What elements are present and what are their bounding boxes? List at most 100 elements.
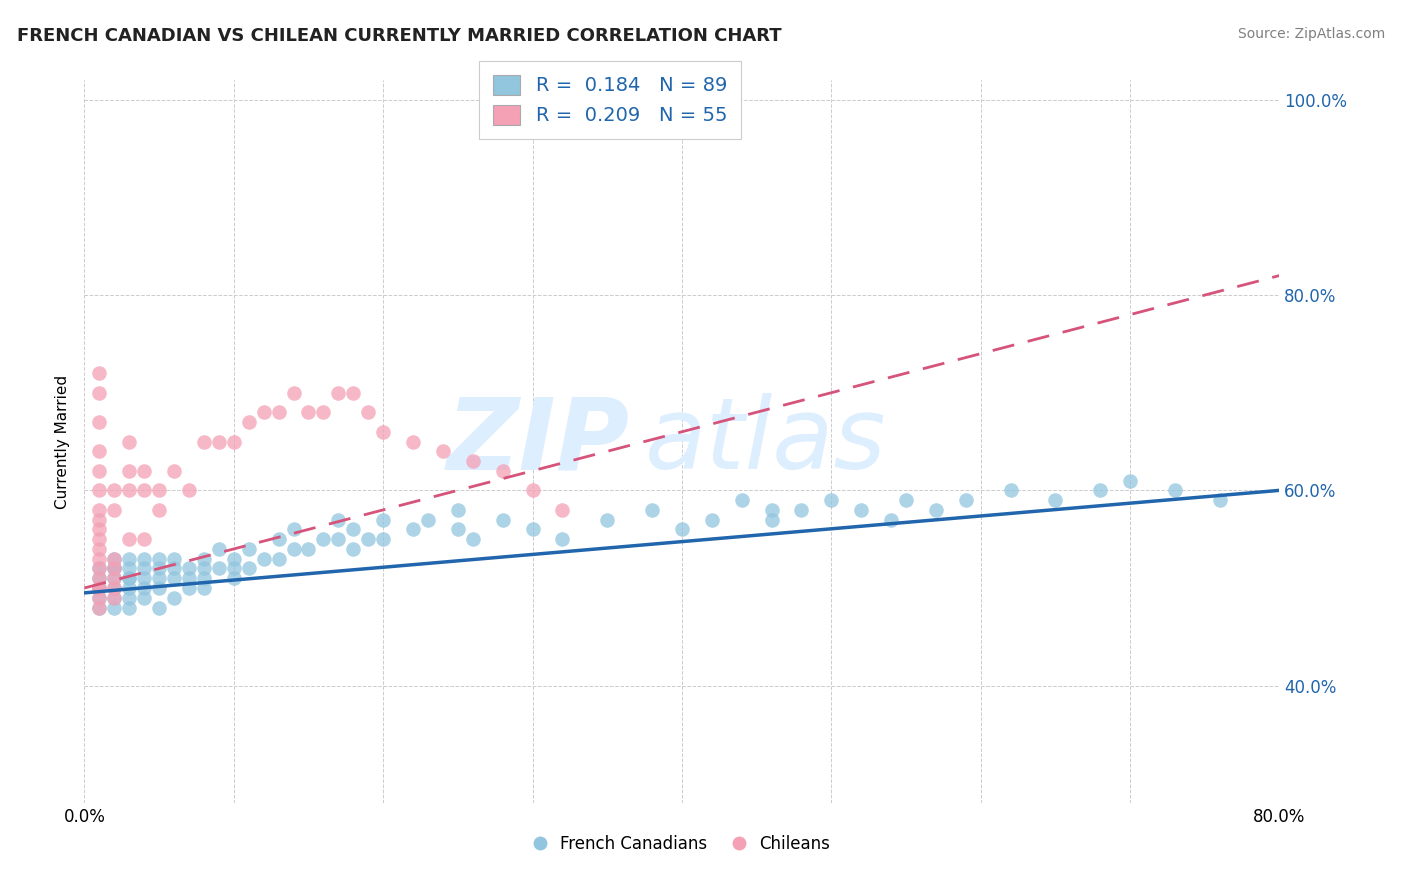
Point	[1045, 493, 1067, 508]
Point	[103, 561, 125, 575]
Point	[118, 434, 141, 449]
Point	[89, 444, 111, 458]
Point	[851, 503, 873, 517]
Legend: French Canadians, Chileans: French Canadians, Chileans	[527, 828, 837, 860]
Point	[222, 551, 245, 566]
Point	[894, 493, 917, 508]
Point	[297, 405, 319, 419]
Point	[163, 571, 186, 585]
Point	[1164, 483, 1187, 498]
Point	[118, 464, 141, 478]
Point	[432, 444, 454, 458]
Point	[118, 571, 141, 585]
Point	[118, 600, 141, 615]
Point	[193, 434, 215, 449]
Point	[238, 561, 260, 575]
Point	[89, 483, 111, 498]
Point	[148, 551, 170, 566]
Point	[89, 561, 111, 575]
Point	[148, 600, 170, 615]
Point	[222, 571, 245, 585]
Point	[1119, 474, 1142, 488]
Point	[1090, 483, 1112, 498]
Point	[118, 581, 141, 595]
Point	[89, 600, 111, 615]
Point	[163, 561, 186, 575]
Point	[132, 591, 156, 605]
Point	[193, 571, 215, 585]
Point	[297, 541, 319, 556]
Point	[373, 513, 395, 527]
Point	[163, 464, 186, 478]
Point	[103, 561, 125, 575]
Point	[596, 513, 619, 527]
Point	[193, 561, 215, 575]
Point	[492, 464, 515, 478]
Point	[522, 523, 544, 537]
Point	[132, 483, 156, 498]
Point	[89, 415, 111, 429]
Point	[103, 551, 125, 566]
Point	[163, 551, 186, 566]
Point	[89, 591, 111, 605]
Point	[103, 571, 125, 585]
Point	[177, 571, 200, 585]
Point	[447, 523, 470, 537]
Point	[103, 591, 125, 605]
Point	[177, 483, 200, 498]
Point	[177, 581, 200, 595]
Point	[416, 513, 439, 527]
Point	[208, 541, 231, 556]
Point	[148, 483, 170, 498]
Text: atlas: atlas	[645, 393, 886, 490]
Point	[89, 385, 111, 400]
Point	[177, 561, 200, 575]
Point	[89, 366, 111, 380]
Point	[103, 571, 125, 585]
Point	[925, 503, 948, 517]
Point	[267, 551, 290, 566]
Point	[89, 551, 111, 566]
Point	[208, 434, 231, 449]
Point	[89, 581, 111, 595]
Point	[89, 513, 111, 527]
Point	[103, 561, 125, 575]
Point	[103, 600, 125, 615]
Point	[103, 591, 125, 605]
Point	[357, 532, 380, 546]
Point	[328, 513, 350, 527]
Point	[761, 513, 783, 527]
Text: Source: ZipAtlas.com: Source: ZipAtlas.com	[1237, 27, 1385, 41]
Point	[551, 503, 574, 517]
Point	[641, 503, 664, 517]
Point	[312, 405, 335, 419]
Point	[222, 434, 245, 449]
Point	[522, 483, 544, 498]
Point	[238, 541, 260, 556]
Point	[342, 385, 364, 400]
Point	[118, 532, 141, 546]
Point	[790, 503, 813, 517]
Point	[89, 571, 111, 585]
Point	[193, 581, 215, 595]
Point	[820, 493, 842, 508]
Point	[761, 503, 783, 517]
Point	[89, 503, 111, 517]
Point	[103, 551, 125, 566]
Point	[461, 454, 484, 468]
Point	[208, 561, 231, 575]
Point	[193, 551, 215, 566]
Point	[283, 385, 305, 400]
Point	[461, 532, 484, 546]
Point	[103, 581, 125, 595]
Point	[148, 581, 170, 595]
Text: FRENCH CANADIAN VS CHILEAN CURRENTLY MARRIED CORRELATION CHART: FRENCH CANADIAN VS CHILEAN CURRENTLY MAR…	[17, 27, 782, 45]
Point	[89, 523, 111, 537]
Point	[103, 581, 125, 595]
Point	[267, 405, 290, 419]
Point	[89, 561, 111, 575]
Point	[89, 532, 111, 546]
Point	[402, 434, 425, 449]
Point	[118, 591, 141, 605]
Point	[342, 541, 364, 556]
